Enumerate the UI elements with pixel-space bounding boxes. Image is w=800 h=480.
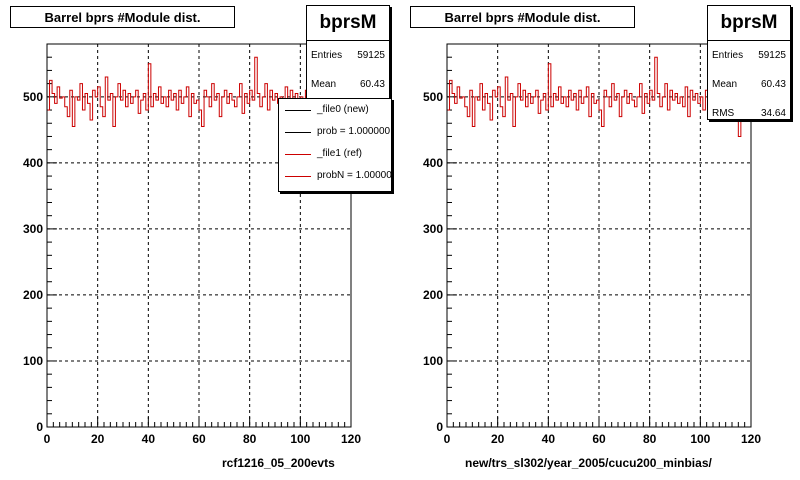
left-x-tick-label-4: 80 bbox=[243, 432, 257, 446]
right-chart-title: Barrel bprs #Module dist. bbox=[410, 6, 635, 28]
right-x-tick-label-6: 120 bbox=[741, 432, 761, 446]
right-y-tick-label-4: 400 bbox=[423, 156, 443, 170]
right-x-tick-label-4: 80 bbox=[643, 432, 657, 446]
left-chart-title: Barrel bprs #Module dist. bbox=[10, 6, 235, 28]
right-y-tick-label-2: 200 bbox=[423, 288, 443, 302]
right-stats-mean: Mean 60.43 bbox=[708, 70, 790, 99]
left-stats-box: bprsM Entries 59125 Mean 60.43 bbox=[306, 5, 390, 100]
right-stats-entries-value: 59125 bbox=[758, 50, 786, 61]
right-stats-entries: Entries 59125 bbox=[708, 41, 790, 70]
left-x-tick-label-0: 0 bbox=[44, 432, 51, 446]
right-histogram-plot: 0 20 40 60 80 100 120 0 100 200 300 400 500 bbox=[423, 43, 761, 446]
left-x-tick-label-2: 40 bbox=[142, 432, 156, 446]
legend-entry-probn: probN = 1.000000 bbox=[279, 165, 391, 187]
right-x-tick-label-3: 60 bbox=[592, 432, 606, 446]
right-y-tick-label-0: 0 bbox=[436, 420, 443, 434]
right-stats-entries-label: Entries bbox=[712, 50, 744, 61]
right-chart-title-text: Barrel bprs #Module dist. bbox=[444, 10, 601, 25]
left-series-0 bbox=[46, 56, 352, 427]
left-stats-entries-value: 59125 bbox=[357, 50, 385, 61]
right-stats-box: bprsM Entries 59125 Mean 60.43 RMS 34.64 bbox=[707, 5, 791, 120]
left-x-tick-label-6: 120 bbox=[341, 432, 361, 446]
left-x-tick-label-1: 20 bbox=[91, 432, 105, 446]
left-stats-mean: Mean 60.43 bbox=[307, 70, 389, 99]
legend-label-probn: probN = 1.000000 bbox=[317, 170, 392, 181]
right-series-0 bbox=[446, 56, 752, 427]
left-y-tick-label-1: 100 bbox=[23, 354, 43, 368]
left-stats-mean-value: 60.43 bbox=[359, 79, 385, 90]
legend-line-file0 bbox=[285, 110, 311, 111]
right-stats-mean-label: Mean bbox=[712, 79, 738, 90]
legend-label-file0: _file0 (new) bbox=[317, 104, 369, 115]
legend-entry-file1: _file1 (ref) bbox=[279, 143, 391, 165]
left-x-axis-label: rcf1216_05_200evts bbox=[222, 456, 335, 470]
left-stats-entries: Entries 59125 bbox=[307, 41, 389, 70]
legend-line-file1 bbox=[285, 154, 311, 155]
legend-label-prob: prob = 1.000000 bbox=[317, 126, 391, 137]
left-chart-title-text: Barrel bprs #Module dist. bbox=[44, 10, 201, 25]
right-x-tick-label-2: 40 bbox=[542, 432, 556, 446]
right-frame bbox=[446, 43, 752, 428]
left-stats-mean-label: Mean bbox=[311, 79, 337, 90]
left-legend: _file0 (new) prob = 1.000000 _file1 (ref… bbox=[278, 98, 392, 192]
left-x-tick-label-3: 60 bbox=[192, 432, 206, 446]
left-y-tick-label-2: 200 bbox=[23, 288, 43, 302]
right-x-axis-label: new/trs_sl302/year_2005/cucu200_minbias/ bbox=[465, 456, 712, 470]
right-stats-rms-value: 34.64 bbox=[760, 108, 786, 119]
right-x-tick-label-1: 20 bbox=[491, 432, 505, 446]
left-y-tick-label-4: 400 bbox=[23, 156, 43, 170]
right-y-tick-label-3: 300 bbox=[423, 222, 443, 236]
left-y-tick-label-0: 0 bbox=[36, 420, 43, 434]
left-stats-name: bprsM bbox=[307, 6, 389, 41]
left-y-tick-label-5: 500 bbox=[23, 90, 43, 104]
right-stats-mean-value: 60.43 bbox=[760, 79, 786, 90]
left-frame bbox=[46, 43, 352, 428]
legend-label-file1: _file1 (ref) bbox=[317, 148, 363, 159]
right-y-tick-label-5: 500 bbox=[423, 90, 443, 104]
left-stats-entries-label: Entries bbox=[311, 50, 343, 61]
right-stats-rms-label: RMS bbox=[712, 108, 735, 119]
left-x-tick-label-5: 100 bbox=[290, 432, 310, 446]
right-x-tick-label-5: 100 bbox=[690, 432, 710, 446]
right-y-tick-label-1: 100 bbox=[423, 354, 443, 368]
legend-line-prob bbox=[285, 132, 311, 133]
right-stats-name: bprsM bbox=[708, 6, 790, 41]
legend-entry-prob: prob = 1.000000 bbox=[279, 121, 391, 143]
right-x-tick-label-0: 0 bbox=[444, 432, 451, 446]
legend-entry-file0: _file0 (new) bbox=[279, 99, 391, 121]
legend-line-probn bbox=[285, 176, 311, 177]
left-y-tick-label-3: 300 bbox=[23, 222, 43, 236]
right-stats-rms: RMS 34.64 bbox=[708, 99, 790, 128]
